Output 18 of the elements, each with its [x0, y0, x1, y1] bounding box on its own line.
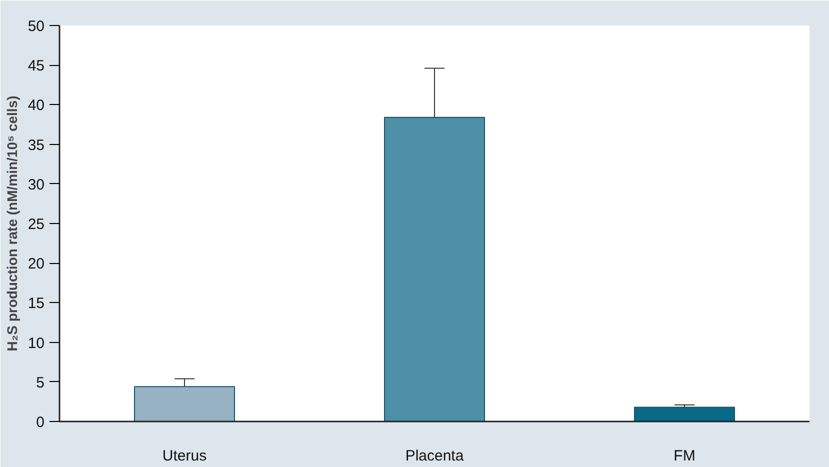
y-tick-label: 45 — [28, 58, 45, 75]
y-tick-label: 50 — [28, 18, 45, 35]
y-tick-label: 15 — [28, 295, 45, 312]
bar — [634, 406, 735, 422]
y-tick-label: 25 — [28, 216, 45, 233]
y-tick-label: 0 — [36, 414, 44, 431]
bar — [384, 116, 485, 422]
y-axis-title: H₂S production rate (nM/min/10⁵ cells) — [4, 96, 20, 352]
y-tick-label: 30 — [28, 176, 45, 194]
bar — [134, 386, 235, 422]
y-tick-label: 20 — [28, 256, 45, 273]
y-tick-label: 40 — [28, 97, 45, 114]
x-tick-label: FM — [674, 448, 696, 464]
x-tick-label: Placenta — [405, 448, 464, 464]
y-tick-label: 10 — [28, 334, 45, 352]
y-tick-label: 35 — [28, 136, 45, 154]
y-tick-label: 5 — [36, 374, 44, 392]
x-tick-label: Uterus — [162, 448, 207, 464]
